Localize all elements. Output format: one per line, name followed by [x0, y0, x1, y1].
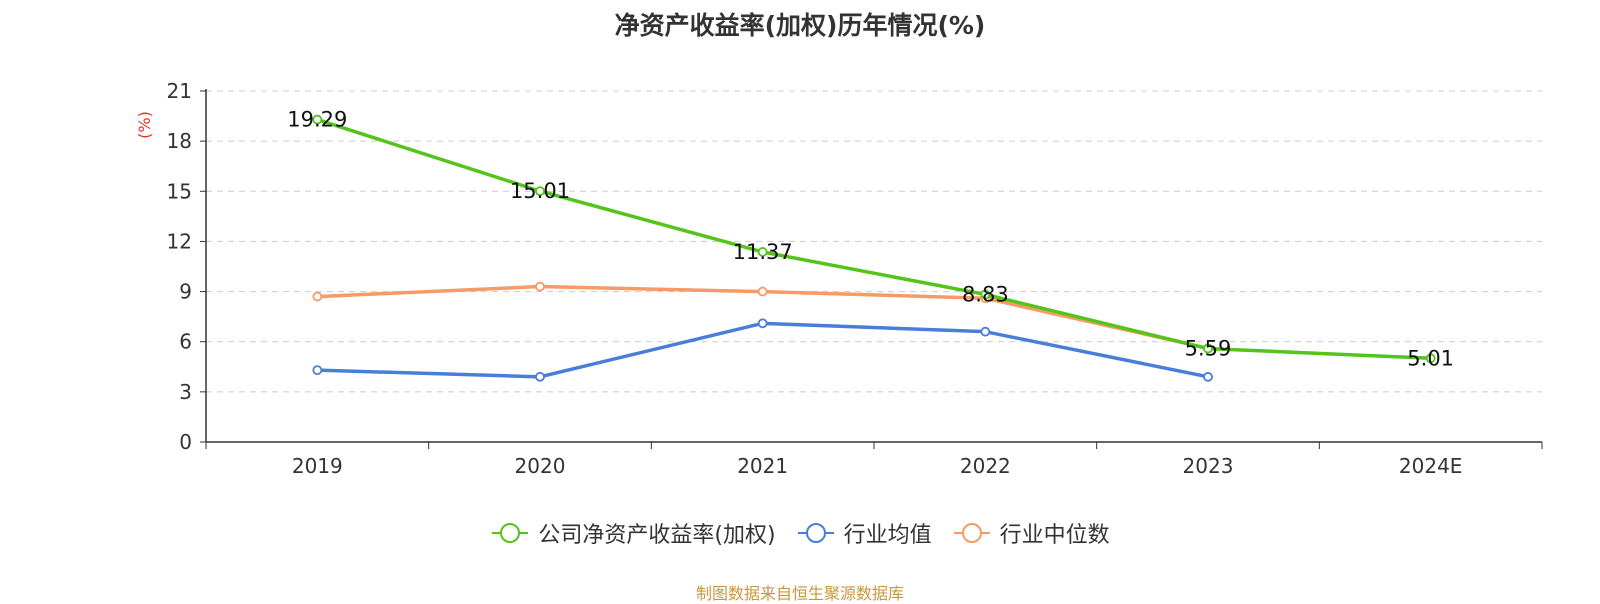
- x-tick-label: 2023: [1183, 454, 1234, 478]
- y-tick-label: 21: [167, 79, 192, 103]
- y-axis-label: (%): [135, 111, 154, 139]
- data-point: [312, 114, 323, 125]
- legend-item[interactable]: 行业中位数: [952, 517, 1110, 549]
- legend-label: 公司净资产收益率(加权): [538, 523, 776, 548]
- legend-marker-icon: [797, 523, 834, 543]
- x-tick-label: 2020: [515, 454, 566, 478]
- data-label: 19.29: [287, 108, 347, 132]
- data-label: 5.01: [1407, 346, 1454, 370]
- source-note: 制图数据来自恒生聚源数据库: [695, 584, 904, 603]
- data-point: [757, 318, 768, 329]
- data-point: [1203, 343, 1213, 354]
- data-point: [757, 247, 768, 257]
- data-label: 8.83: [962, 282, 1009, 306]
- data-label: 15.01: [510, 179, 570, 203]
- x-tick-label: 2021: [737, 454, 788, 478]
- y-tick-label: 3: [179, 380, 192, 404]
- legend-marker-icon: [492, 523, 529, 543]
- series-line: [316, 117, 1431, 361]
- chart-legend: 公司净资产收益率(加权) 行业均值 行业中位数: [0, 517, 1600, 549]
- y-tick-label: 9: [179, 280, 192, 304]
- legend-label: 行业中位数: [999, 523, 1110, 548]
- data-point: [980, 326, 991, 337]
- data-point: [312, 291, 323, 302]
- x-tick-label: 2019: [292, 454, 343, 478]
- legend-marker-icon: [953, 523, 990, 543]
- data-point: [535, 371, 545, 382]
- series-line: [317, 321, 1209, 379]
- data-point: [535, 281, 545, 292]
- legend-label: 行业均值: [843, 523, 932, 548]
- x-tick-label: 2024E: [1399, 454, 1463, 478]
- data-point: [1425, 353, 1436, 364]
- y-tick-label: 15: [167, 179, 192, 203]
- x-tick-label: 2022: [960, 454, 1011, 478]
- y-tick-label: 0: [179, 430, 192, 454]
- data-label: 11.37: [733, 240, 793, 264]
- y-tick-label: 6: [179, 330, 192, 354]
- y-tick-label: 18: [167, 129, 192, 153]
- legend-item[interactable]: 行业均值: [796, 517, 932, 549]
- data-point: [757, 286, 768, 297]
- data-point: [535, 186, 545, 197]
- data-point: [312, 365, 323, 376]
- y-tick-label: 12: [167, 229, 192, 253]
- data-label: 5.59: [1185, 337, 1232, 361]
- data-point: [980, 289, 991, 300]
- chart-title: 净资产收益率(加权)历年情况(%): [614, 11, 986, 40]
- data-point: [1203, 371, 1213, 382]
- legend-item[interactable]: 公司净资产收益率(加权): [490, 517, 776, 549]
